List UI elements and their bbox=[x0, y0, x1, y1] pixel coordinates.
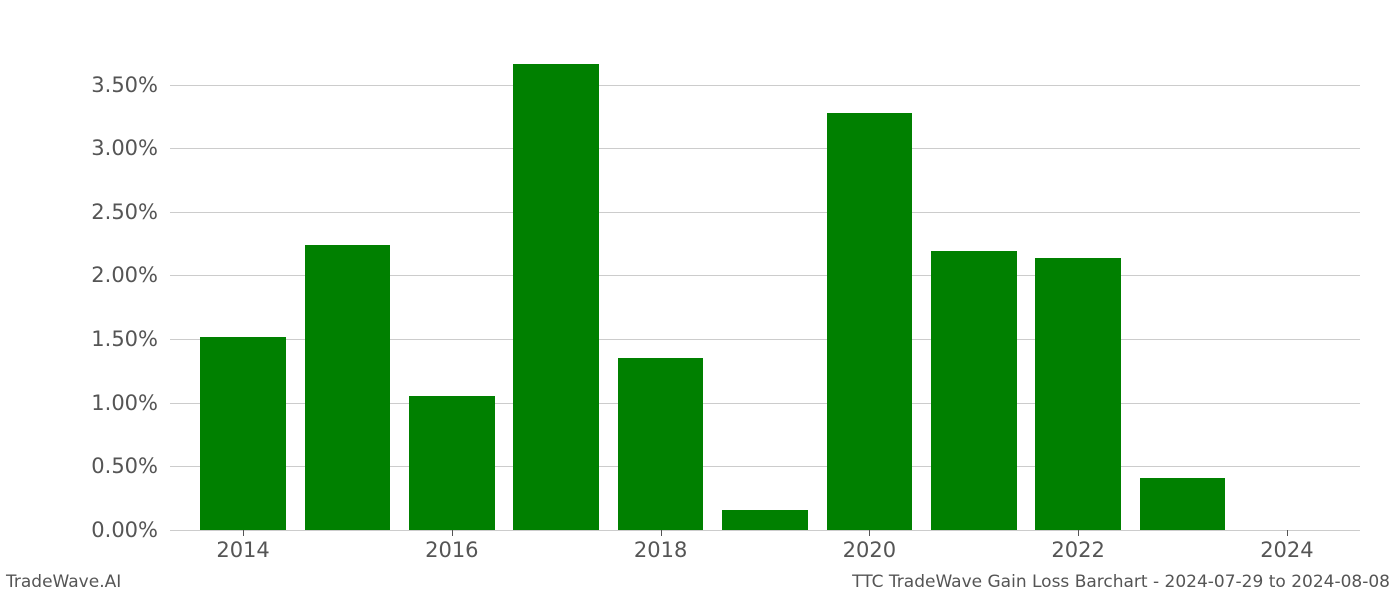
x-tick bbox=[661, 530, 662, 536]
footer-left-label: TradeWave.AI bbox=[6, 572, 121, 592]
bar bbox=[305, 245, 391, 530]
x-tick-label: 2016 bbox=[425, 538, 478, 562]
chart-plot-area: 0.00%0.50%1.00%1.50%2.00%2.50%3.00%3.50%… bbox=[170, 40, 1360, 530]
y-tick-label: 0.00% bbox=[91, 518, 158, 542]
y-tick-label: 3.50% bbox=[91, 73, 158, 97]
y-tick-label: 2.00% bbox=[91, 263, 158, 287]
y-tick-label: 2.50% bbox=[91, 200, 158, 224]
bar bbox=[200, 337, 286, 530]
footer-right-label: TTC TradeWave Gain Loss Barchart - 2024-… bbox=[852, 572, 1390, 592]
x-tick bbox=[1078, 530, 1079, 536]
plot-surface: 0.00%0.50%1.00%1.50%2.00%2.50%3.00%3.50%… bbox=[170, 40, 1360, 530]
bar bbox=[827, 113, 913, 530]
gridline bbox=[170, 212, 1360, 213]
bar bbox=[1035, 258, 1121, 530]
y-tick-label: 0.50% bbox=[91, 454, 158, 478]
y-tick-label: 1.50% bbox=[91, 327, 158, 351]
y-tick-label: 1.00% bbox=[91, 391, 158, 415]
x-tick-label: 2018 bbox=[634, 538, 687, 562]
gridline bbox=[170, 85, 1360, 86]
y-tick-label: 3.00% bbox=[91, 136, 158, 160]
x-tick bbox=[243, 530, 244, 536]
x-tick bbox=[452, 530, 453, 536]
gridline bbox=[170, 148, 1360, 149]
x-tick bbox=[1287, 530, 1288, 536]
bar bbox=[618, 358, 704, 530]
x-tick-label: 2022 bbox=[1051, 538, 1104, 562]
bar bbox=[722, 510, 808, 530]
gridline bbox=[170, 530, 1360, 531]
x-tick bbox=[869, 530, 870, 536]
bar bbox=[513, 64, 599, 530]
bar bbox=[1140, 478, 1226, 530]
x-tick-label: 2020 bbox=[843, 538, 896, 562]
bar bbox=[931, 251, 1017, 530]
x-tick-label: 2014 bbox=[216, 538, 269, 562]
bar bbox=[409, 396, 495, 530]
x-tick-label: 2024 bbox=[1260, 538, 1313, 562]
